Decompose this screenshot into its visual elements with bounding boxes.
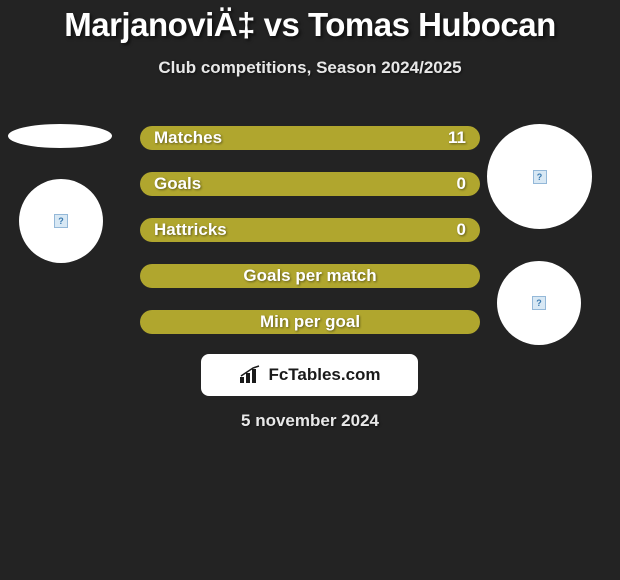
footer-date: 5 november 2024: [0, 411, 620, 431]
stat-bar-value: 11: [448, 128, 466, 148]
stat-bar-label: Hattricks: [154, 220, 227, 240]
stat-bar: Goals per match: [140, 264, 480, 288]
stat-bar-label: Goals: [154, 174, 201, 194]
stat-bars: Matches 11 Goals 0 Hattricks 0 Goals per match…: [140, 126, 480, 356]
image-placeholder-icon: ?: [532, 296, 546, 310]
decor-circle-right-2: ?: [497, 261, 581, 345]
image-placeholder-icon: ?: [54, 214, 68, 228]
stat-bar-label: Goals per match: [243, 266, 376, 286]
chart-bars-icon: [238, 365, 262, 385]
source-badge: FcTables.com: [201, 354, 418, 396]
decor-ellipse-left: [8, 124, 112, 148]
source-badge-text: FcTables.com: [268, 365, 380, 385]
page-title: MarjanoviÄ‡ vs Tomas Hubocan: [0, 0, 620, 44]
decor-circle-right-1: ?: [487, 124, 592, 229]
stat-bar-value: 0: [457, 220, 466, 240]
stat-bar-label: Matches: [154, 128, 222, 148]
stat-bar: Min per goal: [140, 310, 480, 334]
stat-bar: Goals 0: [140, 172, 480, 196]
stat-bar: Matches 11: [140, 126, 480, 150]
stat-bar-label: Min per goal: [260, 312, 360, 332]
decor-circle-left: ?: [19, 179, 103, 263]
stat-bar-value: 0: [457, 174, 466, 194]
page-subtitle: Club competitions, Season 2024/2025: [0, 58, 620, 78]
image-placeholder-icon: ?: [533, 170, 547, 184]
stat-bar: Hattricks 0: [140, 218, 480, 242]
